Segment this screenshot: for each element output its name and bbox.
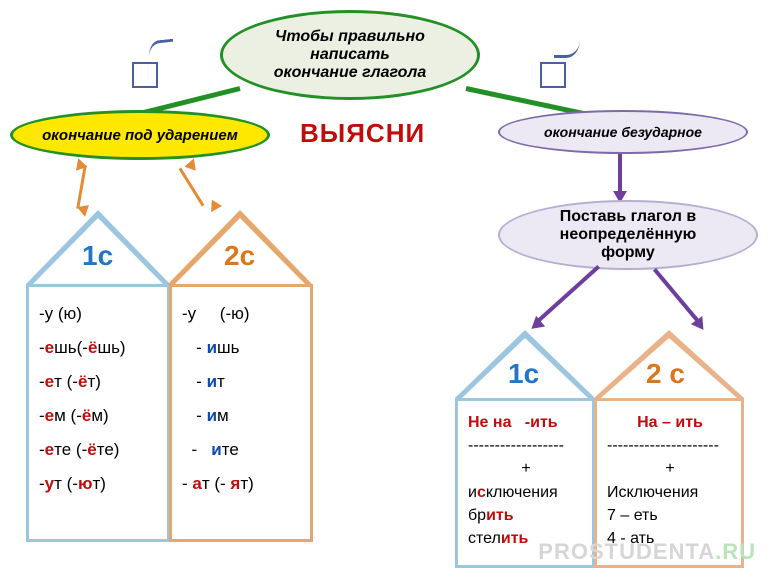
oval-unstressed-text: окончание безударное	[544, 124, 702, 140]
wm-suf: .RU	[715, 539, 756, 564]
h1-row5: -ут (-ют)	[39, 467, 159, 501]
watermark: PROSTUDENTA.RU	[538, 539, 756, 565]
h2-row1: - ишь	[182, 331, 302, 365]
h3-plus: +	[468, 457, 584, 480]
h3-dash: ------------------	[468, 434, 584, 457]
stress-mark-right	[554, 40, 580, 58]
h2-row5: - ат (- ят)	[182, 467, 302, 501]
root-line2: написать	[310, 46, 390, 63]
infinitive-oval: Поставь глагол в неопределённую форму	[498, 200, 758, 270]
body-2c-left: -у (-ю) - ишь - ит - им - ите - ат (- ят…	[169, 284, 313, 542]
body-1c-left: -у (ю) -ешь(-ёшь) -ет (-ёт) -ем (-ём) -е…	[26, 284, 170, 542]
h3-l1: исключения	[468, 481, 584, 504]
h4-title: На – ить	[607, 411, 733, 434]
h4-l1: Исключения	[607, 481, 733, 504]
oval-stressed: окончание под ударением	[10, 110, 270, 160]
oval-stressed-text: окончание под ударением	[42, 127, 238, 144]
h4-dash: ---------------------	[607, 434, 733, 457]
label-2c-left: 2с	[224, 240, 255, 272]
label-2c-right: 2 с	[646, 358, 685, 390]
wm-mid: STUDENTA	[589, 539, 715, 564]
box-right	[540, 62, 566, 88]
stress-mark-left	[147, 39, 175, 60]
label-1c-left: 1с	[82, 240, 113, 272]
h2-row0: -у (-ю)	[182, 297, 302, 331]
label-1c-right: 1с	[508, 358, 539, 390]
arrow-purple-left	[538, 265, 600, 322]
arrow-purple-down	[618, 154, 622, 194]
root-line3: окончание глагола	[274, 64, 426, 81]
h1-row0: -у (ю)	[39, 297, 159, 331]
h3-l2: брить	[468, 504, 584, 527]
box-left	[132, 62, 158, 88]
h2-row2: - ит	[182, 365, 302, 399]
root-oval: Чтобы правильно написать окончание глаго…	[220, 10, 480, 100]
h2-row3: - им	[182, 399, 302, 433]
h1-row1: -ешь(-ёшь)	[39, 331, 159, 365]
oval-unstressed: окончание безударное	[498, 110, 748, 154]
h1-row4: -ете (-ёте)	[39, 433, 159, 467]
h3-title: Не на -ить	[468, 411, 584, 434]
center-word: ВЫЯСНИ	[300, 118, 425, 149]
wm-pre: PRO	[538, 539, 589, 564]
root-line1: Чтобы правильно	[275, 28, 425, 45]
infinitive-l1: Поставь глагол в	[560, 208, 696, 225]
infinitive-l3: форму	[601, 244, 655, 261]
infinitive-l2: неопределённую	[560, 226, 697, 243]
h1-row3: -ем (-ём)	[39, 399, 159, 433]
h2-row4: - ите	[182, 433, 302, 467]
h4-l2: 7 – еть	[607, 504, 733, 527]
h4-plus: +	[607, 457, 733, 480]
h1-row2: -ет (-ёт)	[39, 365, 159, 399]
arrow-purple-right	[653, 268, 701, 324]
